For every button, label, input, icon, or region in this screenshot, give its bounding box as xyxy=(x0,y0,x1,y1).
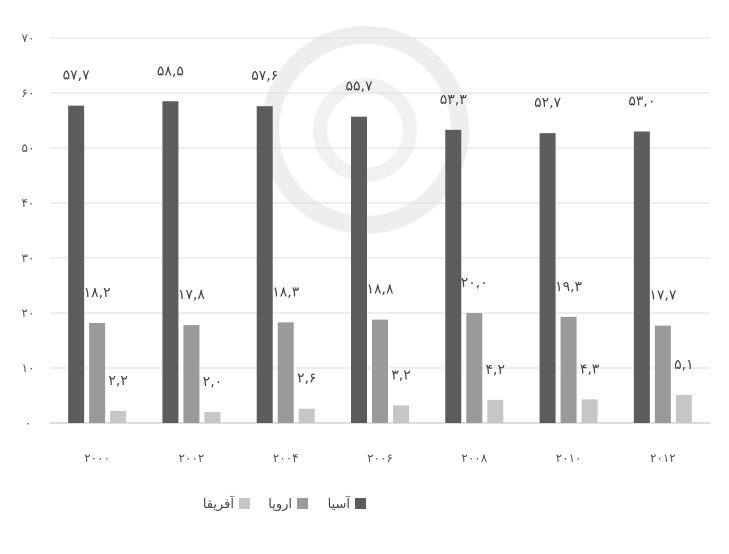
legend-label: آفریقا xyxy=(203,495,236,512)
data-label: ۵,۱ xyxy=(674,357,694,373)
bar-series-2-2006 xyxy=(393,405,409,423)
data-label: ۵۳,۰ xyxy=(628,94,655,110)
y-tick-label: ۴۰ xyxy=(22,196,35,210)
bar-series-0-2004 xyxy=(256,106,273,423)
x-tick-label: ۲۰۰۴ xyxy=(273,451,299,465)
bar-series-0-2000 xyxy=(68,105,85,424)
legend-swatch xyxy=(297,498,308,509)
legend-label: اروپا xyxy=(268,497,292,512)
bar-series-2-2004 xyxy=(298,408,315,423)
x-tick-label: ۲۰۱۲ xyxy=(650,451,676,465)
bar-series-1-2000 xyxy=(89,322,106,423)
bar-series-1-2012 xyxy=(654,325,671,423)
data-label: ۱۹,۳ xyxy=(555,279,582,295)
bar-series-0-2012 xyxy=(633,131,650,423)
data-label: ۲,۲ xyxy=(108,373,128,389)
bar-series-1-2002 xyxy=(183,325,200,423)
data-label: ۱۷,۸ xyxy=(178,287,205,303)
y-tick-label: ۵۰ xyxy=(22,141,35,155)
data-label: ۲,۶ xyxy=(297,371,317,387)
bar-series-0-2010 xyxy=(539,133,556,423)
legend-label: آسیا xyxy=(328,495,352,512)
x-tick-label: ۲۰۰۲ xyxy=(179,451,205,465)
legend-swatch xyxy=(355,498,366,509)
bar-series-0-2002 xyxy=(162,101,179,423)
data-label: ۳,۲ xyxy=(391,367,411,383)
data-label: ۴,۲ xyxy=(486,362,506,378)
y-tick-label: ۰ xyxy=(25,416,31,430)
bar-series-2-2002 xyxy=(204,412,221,423)
x-tick-label: ۲۰۰۶ xyxy=(367,451,393,465)
data-label: ۱۸,۲ xyxy=(84,285,111,301)
bar-series-1-2006 xyxy=(372,319,388,423)
data-label: ۵۸,۵ xyxy=(157,63,184,79)
y-tick-label: ۱۰ xyxy=(22,361,35,375)
data-label: ۵۵,۷ xyxy=(345,79,372,95)
data-label: ۵۲,۷ xyxy=(534,95,561,111)
data-label: ۴,۳ xyxy=(580,361,600,377)
y-tick-label: ۲۰ xyxy=(22,306,35,320)
bar-series-2-2008 xyxy=(487,399,504,423)
legend-swatch xyxy=(239,498,250,509)
data-label: ۲,۰ xyxy=(203,374,223,390)
y-tick-label: ۶۰ xyxy=(22,86,35,100)
data-label: ۱۸,۳ xyxy=(272,284,299,300)
bar-series-1-2010 xyxy=(560,316,577,423)
bar-series-2-2000 xyxy=(110,410,127,423)
data-label: ۵۷,۷ xyxy=(63,68,90,84)
data-label: ۲۰,۰ xyxy=(461,275,488,291)
x-tick-label: ۲۰۱۰ xyxy=(556,451,582,465)
bar-series-1-2004 xyxy=(277,322,294,423)
y-tick-label: ۳۰ xyxy=(22,251,35,265)
data-label: ۵۷,۶ xyxy=(251,68,278,84)
data-label: ۵۳,۳ xyxy=(440,92,467,108)
y-tick-label: ۷۰ xyxy=(22,31,35,45)
data-label: ۱۸,۸ xyxy=(366,282,393,298)
bar-series-0-2008 xyxy=(445,129,462,423)
bar-series-0-2006 xyxy=(351,116,367,424)
data-label: ۱۷,۷ xyxy=(649,288,676,304)
bar-series-2-2012 xyxy=(675,394,692,423)
bar-series-1-2008 xyxy=(466,313,483,423)
x-tick-label: ۲۰۰۰ xyxy=(84,451,110,465)
x-tick-label: ۲۰۰۸ xyxy=(461,451,487,465)
bar-series-2-2010 xyxy=(581,399,598,423)
